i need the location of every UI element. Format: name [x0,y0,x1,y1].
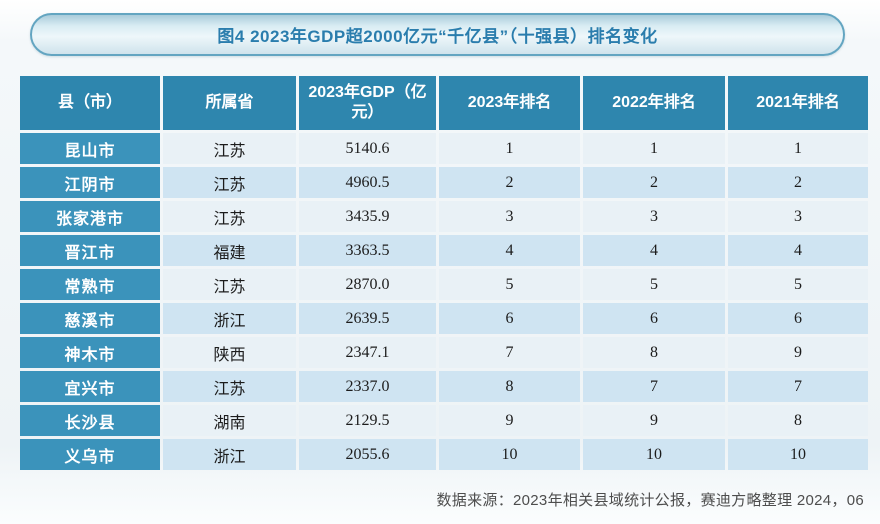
province-cell: 江苏 [163,371,296,402]
rank-2022-cell: 6 [583,303,725,334]
province-cell: 江苏 [163,269,296,300]
rank-2023-cell: 1 [439,133,580,164]
data-source-note: 数据来源：2023年相关县域统计公报，赛迪方略整理 2024，06 [436,492,864,509]
rank-2021-cell: 2 [728,167,868,198]
rank-2023-cell: 10 [439,439,580,470]
rank-2022-cell: 4 [583,235,725,266]
rank-2023-cell: 5 [439,269,580,300]
header-rank-2021: 2021年排名 [728,76,868,130]
header-rank-2023: 2023年排名 [439,76,580,130]
gdp-cell: 2055.6 [299,439,436,470]
county-cell: 神木市 [20,337,160,368]
header-county: 县（市） [20,76,160,130]
rank-2023-cell: 7 [439,337,580,368]
table-row: 常熟市 江苏 2870.0 5 5 5 [20,269,868,300]
county-cell: 长沙县 [20,405,160,436]
rank-2022-cell: 10 [583,439,725,470]
rank-2022-cell: 8 [583,337,725,368]
gdp-cell: 5140.6 [299,133,436,164]
province-cell: 湖南 [163,405,296,436]
rank-2023-cell: 3 [439,201,580,232]
table-row: 张家港市 江苏 3435.9 3 3 3 [20,201,868,232]
county-cell: 张家港市 [20,201,160,232]
rank-2023-cell: 8 [439,371,580,402]
province-cell: 江苏 [163,167,296,198]
gdp-ranking-table: 县（市） 所属省 2023年GDP（亿元） 2023年排名 2022年排名 20… [17,73,871,473]
rank-2022-cell: 3 [583,201,725,232]
table-row: 长沙县 湖南 2129.5 9 9 8 [20,405,868,436]
rank-2023-cell: 4 [439,235,580,266]
rank-2022-cell: 7 [583,371,725,402]
rank-2021-cell: 3 [728,201,868,232]
table-row: 宜兴市 江苏 2337.0 8 7 7 [20,371,868,402]
rank-2023-cell: 6 [439,303,580,334]
rank-2021-cell: 9 [728,337,868,368]
rank-2021-cell: 7 [728,371,868,402]
header-gdp-2023: 2023年GDP（亿元） [299,76,436,130]
gdp-cell: 2129.5 [299,405,436,436]
province-cell: 江苏 [163,133,296,164]
rank-2022-cell: 1 [583,133,725,164]
rank-2021-cell: 8 [728,405,868,436]
gdp-cell: 2870.0 [299,269,436,300]
gdp-cell: 2337.0 [299,371,436,402]
county-cell: 常熟市 [20,269,160,300]
rank-2021-cell: 6 [728,303,868,334]
header-rank-2022: 2022年排名 [583,76,725,130]
rank-2022-cell: 5 [583,269,725,300]
county-cell: 宜兴市 [20,371,160,402]
rank-2022-cell: 9 [583,405,725,436]
county-cell: 昆山市 [20,133,160,164]
rank-2022-cell: 2 [583,167,725,198]
table-row: 义乌市 浙江 2055.6 10 10 10 [20,439,868,470]
rank-2021-cell: 1 [728,133,868,164]
figure-title: 图4 2023年GDP超2000亿元“千亿县”（十强县）排名变化 [217,27,658,46]
province-cell: 江苏 [163,201,296,232]
county-cell: 晋江市 [20,235,160,266]
rank-2021-cell: 4 [728,235,868,266]
county-cell: 慈溪市 [20,303,160,334]
county-cell: 义乌市 [20,439,160,470]
rank-2023-cell: 9 [439,405,580,436]
table-row: 昆山市 江苏 5140.6 1 1 1 [20,133,868,164]
gdp-cell: 4960.5 [299,167,436,198]
table-row: 晋江市 福建 3363.5 4 4 4 [20,235,868,266]
gdp-cell: 3435.9 [299,201,436,232]
table-header-row: 县（市） 所属省 2023年GDP（亿元） 2023年排名 2022年排名 20… [20,76,868,130]
table-row: 慈溪市 浙江 2639.5 6 6 6 [20,303,868,334]
rank-2021-cell: 10 [728,439,868,470]
province-cell: 浙江 [163,303,296,334]
province-cell: 福建 [163,235,296,266]
rank-2021-cell: 5 [728,269,868,300]
gdp-cell: 2347.1 [299,337,436,368]
county-cell: 江阴市 [20,167,160,198]
header-province: 所属省 [163,76,296,130]
gdp-cell: 2639.5 [299,303,436,334]
province-cell: 陕西 [163,337,296,368]
table-row: 江阴市 江苏 4960.5 2 2 2 [20,167,868,198]
rank-2023-cell: 2 [439,167,580,198]
figure-title-bar: 图4 2023年GDP超2000亿元“千亿县”（十强县）排名变化 [30,13,845,56]
gdp-cell: 3363.5 [299,235,436,266]
province-cell: 浙江 [163,439,296,470]
table-row: 神木市 陕西 2347.1 7 8 9 [20,337,868,368]
